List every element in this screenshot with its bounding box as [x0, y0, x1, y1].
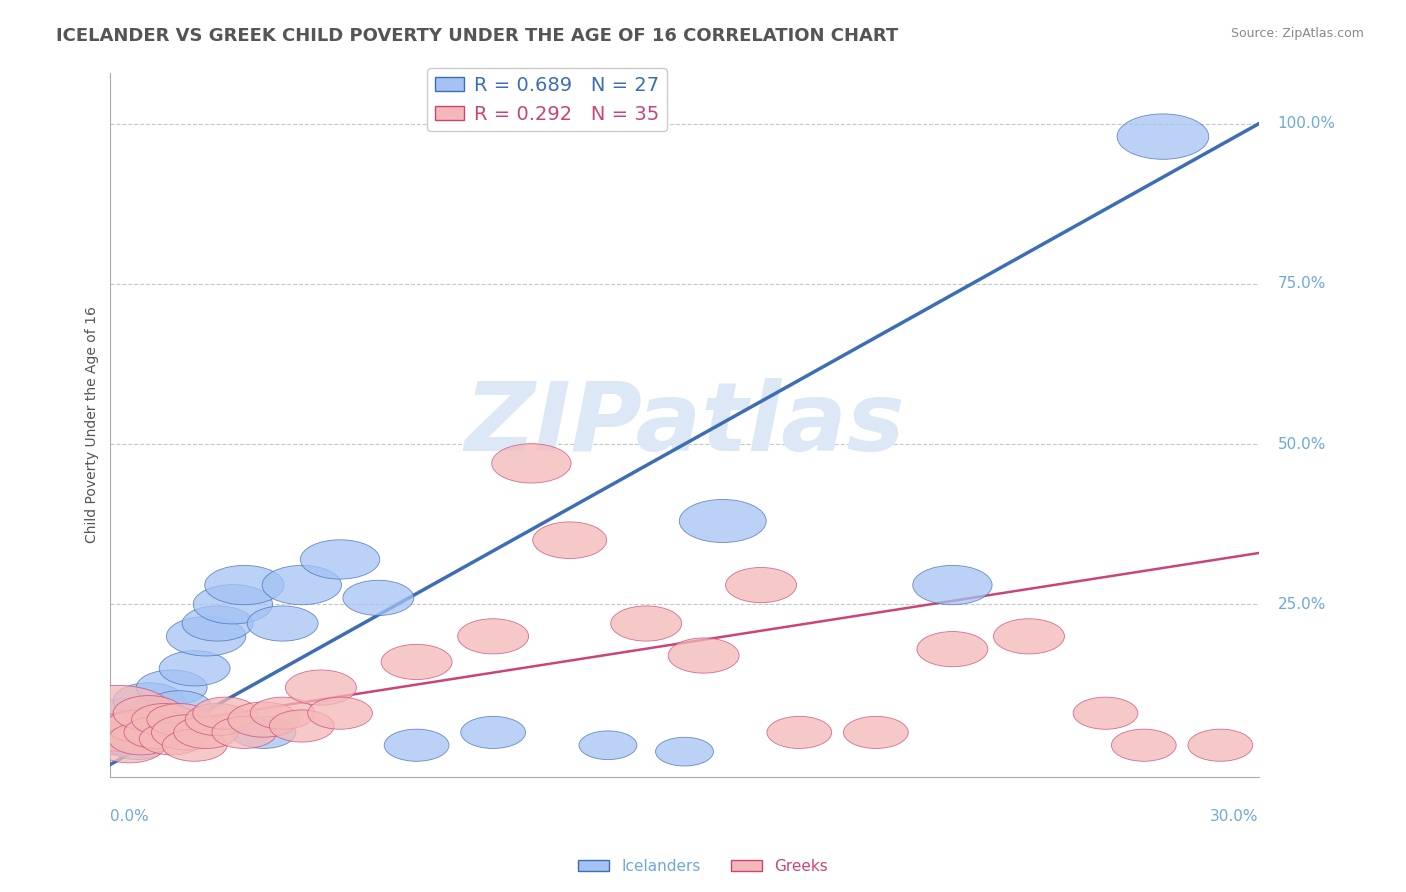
Ellipse shape — [174, 716, 239, 748]
Ellipse shape — [668, 638, 740, 673]
Ellipse shape — [679, 500, 766, 542]
Ellipse shape — [139, 723, 204, 755]
Ellipse shape — [231, 716, 295, 748]
Ellipse shape — [183, 606, 253, 641]
Text: ZIPatlas: ZIPatlas — [464, 378, 905, 471]
Legend: R = 0.689   N = 27, R = 0.292   N = 35: R = 0.689 N = 27, R = 0.292 N = 35 — [427, 68, 666, 131]
Ellipse shape — [381, 644, 453, 680]
Ellipse shape — [270, 710, 335, 742]
Ellipse shape — [62, 685, 174, 741]
Ellipse shape — [492, 443, 571, 483]
Text: 30.0%: 30.0% — [1211, 809, 1258, 824]
Ellipse shape — [655, 738, 713, 766]
Ellipse shape — [128, 706, 186, 734]
Ellipse shape — [124, 716, 188, 748]
Ellipse shape — [1118, 114, 1209, 160]
Ellipse shape — [458, 619, 529, 654]
Ellipse shape — [132, 704, 197, 736]
Ellipse shape — [228, 702, 299, 737]
Ellipse shape — [76, 710, 167, 756]
Ellipse shape — [994, 619, 1064, 654]
Ellipse shape — [135, 718, 193, 747]
Ellipse shape — [844, 716, 908, 748]
Legend: Icelanders, Greeks: Icelanders, Greeks — [572, 853, 834, 880]
Ellipse shape — [114, 696, 184, 731]
Ellipse shape — [162, 729, 226, 761]
Ellipse shape — [301, 540, 380, 579]
Ellipse shape — [343, 581, 413, 615]
Ellipse shape — [94, 728, 165, 763]
Ellipse shape — [308, 698, 373, 730]
Ellipse shape — [212, 716, 277, 748]
Ellipse shape — [533, 522, 606, 558]
Ellipse shape — [193, 698, 257, 730]
Ellipse shape — [912, 566, 993, 605]
Ellipse shape — [610, 606, 682, 641]
Ellipse shape — [1073, 698, 1137, 730]
Ellipse shape — [725, 567, 797, 603]
Ellipse shape — [159, 651, 231, 686]
Ellipse shape — [108, 723, 173, 755]
Text: ICELANDER VS GREEK CHILD POVERTY UNDER THE AGE OF 16 CORRELATION CHART: ICELANDER VS GREEK CHILD POVERTY UNDER T… — [56, 27, 898, 45]
Ellipse shape — [1111, 729, 1177, 761]
Y-axis label: Child Poverty Under the Age of 16: Child Poverty Under the Age of 16 — [86, 307, 100, 543]
Ellipse shape — [146, 690, 212, 723]
Ellipse shape — [250, 698, 315, 730]
Ellipse shape — [186, 704, 250, 736]
Text: 75.0%: 75.0% — [1278, 277, 1326, 292]
Ellipse shape — [262, 566, 342, 605]
Ellipse shape — [461, 716, 526, 748]
Ellipse shape — [285, 670, 356, 706]
Ellipse shape — [108, 710, 173, 742]
Ellipse shape — [766, 716, 832, 748]
Ellipse shape — [105, 710, 170, 742]
Ellipse shape — [97, 698, 162, 730]
Ellipse shape — [114, 682, 184, 718]
Text: 25.0%: 25.0% — [1278, 597, 1326, 612]
Ellipse shape — [155, 710, 219, 742]
Ellipse shape — [917, 632, 988, 666]
Ellipse shape — [86, 713, 166, 752]
Ellipse shape — [108, 731, 166, 760]
Ellipse shape — [579, 731, 637, 760]
Ellipse shape — [136, 670, 207, 706]
Ellipse shape — [384, 729, 449, 761]
Ellipse shape — [166, 616, 246, 656]
Ellipse shape — [247, 606, 318, 641]
Text: 100.0%: 100.0% — [1278, 116, 1336, 131]
Ellipse shape — [205, 566, 284, 605]
Ellipse shape — [146, 704, 212, 736]
Text: 50.0%: 50.0% — [1278, 436, 1326, 451]
Text: Source: ZipAtlas.com: Source: ZipAtlas.com — [1230, 27, 1364, 40]
Ellipse shape — [1188, 729, 1253, 761]
Text: 0.0%: 0.0% — [111, 809, 149, 824]
Ellipse shape — [152, 714, 222, 750]
Ellipse shape — [193, 584, 273, 624]
